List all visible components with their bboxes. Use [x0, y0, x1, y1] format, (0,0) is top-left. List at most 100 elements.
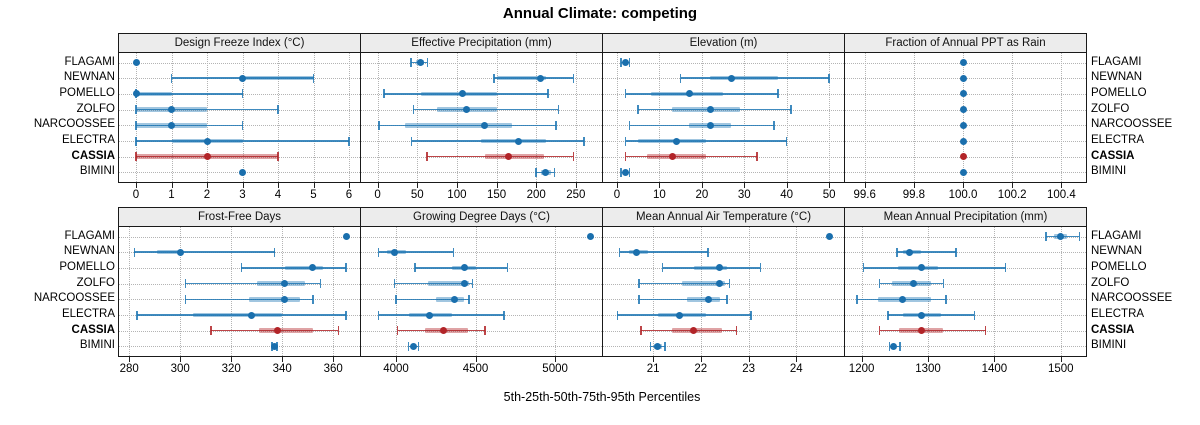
median-dot	[668, 153, 676, 161]
axis-tick-label: 150	[487, 189, 507, 201]
median-dot	[176, 248, 184, 256]
gridline-vertical	[748, 227, 750, 356]
panel-plot	[360, 226, 603, 357]
percentile-5-95-line	[378, 314, 505, 316]
median-dot	[390, 248, 398, 256]
gridline-horizontal	[361, 299, 602, 301]
median-dot	[917, 311, 925, 319]
median-dot	[959, 90, 967, 98]
gridline-horizontal	[119, 346, 360, 348]
axis-tick	[928, 357, 929, 362]
panel-strip: Mean Annual Air Temperature (°C)	[602, 207, 845, 227]
whisker-cap	[973, 310, 976, 320]
whisker-cap	[273, 247, 276, 257]
whisker-cap	[572, 73, 575, 83]
axis-tick-label: 0	[613, 189, 621, 201]
median-dot	[959, 74, 967, 82]
row-label-right: BIMINI	[1091, 339, 1127, 352]
panel-strip: Effective Precipitation (mm)	[360, 33, 603, 53]
whisker-cap	[210, 326, 212, 336]
percentile-5-95-line	[136, 124, 243, 127]
whisker-cap	[620, 58, 622, 67]
gridline-horizontal	[845, 283, 1086, 285]
row-label-left: POMELLO	[59, 86, 115, 99]
median-dot	[704, 295, 712, 303]
gridline-vertical	[963, 53, 964, 182]
gridline-vertical	[171, 53, 173, 182]
axis-tick	[701, 183, 703, 188]
median-dot	[203, 137, 211, 145]
percentile-5-95-line	[662, 267, 761, 269]
row-label-right: NEWNAN	[1091, 245, 1143, 258]
median-dot	[505, 153, 512, 161]
axis-tick-label: 40	[780, 189, 794, 201]
whisker-cap	[899, 341, 901, 351]
whisker-cap	[661, 263, 664, 273]
panel-strip: Design Freeze Index (°C)	[118, 33, 361, 53]
whisker-cap	[383, 89, 385, 99]
whisker-cap	[135, 120, 137, 130]
median-dot	[168, 121, 175, 129]
median-dot	[959, 121, 967, 129]
whisker-cap	[628, 167, 631, 177]
axis-tick-label: 1300	[915, 363, 941, 375]
whisker-cap	[417, 341, 420, 351]
row-label-left: NARCOOSSEE	[33, 118, 115, 131]
percentile-5-95-line	[136, 108, 278, 111]
percentile-5-95-line	[136, 140, 349, 142]
whisker-cap	[649, 341, 652, 351]
gridline-vertical	[913, 53, 915, 182]
axis-tick	[1060, 357, 1062, 362]
axis-tick	[700, 357, 702, 362]
panel-strip-label: Mean Annual Air Temperature (°C)	[635, 211, 812, 223]
whisker-cap	[410, 58, 412, 67]
axis-tick-label: 50	[410, 189, 424, 201]
axis-tick-label: 100.0	[948, 189, 978, 201]
chart-title: Annual Climate: competing	[502, 5, 698, 22]
gridline-vertical	[282, 227, 284, 356]
median-dot	[917, 327, 925, 335]
median-dot	[672, 137, 680, 145]
median-dot	[481, 121, 489, 129]
percentile-5-95-line	[411, 140, 584, 142]
whisker-cap	[638, 279, 640, 289]
whisker-cap	[583, 136, 585, 146]
row-label-left: ELECTRA	[61, 308, 115, 320]
percentile-5-95-line	[680, 77, 830, 79]
axis-tick	[994, 357, 996, 362]
axis-tick	[913, 183, 915, 188]
axis-tick-label: 250	[566, 189, 586, 201]
whisker-cap	[277, 105, 279, 115]
median-dot	[239, 168, 246, 176]
percentile-5-95-line	[619, 251, 708, 253]
axis-tick	[207, 183, 208, 188]
gridline-vertical	[575, 53, 577, 182]
whisker-cap	[624, 136, 627, 146]
row-label-right: CASSIA	[1091, 323, 1135, 336]
percentile-5-95-line	[185, 298, 313, 301]
percentile-5-95-line	[863, 267, 1006, 269]
whisker-cap	[896, 247, 898, 257]
percentile-5-95-line	[396, 298, 470, 301]
panel-strip-label: Elevation (m)	[689, 37, 758, 49]
median-dot	[460, 264, 468, 272]
axis-tick-label: 320	[221, 363, 241, 375]
panel-strip: Mean Annual Precipitation (mm)	[844, 207, 1087, 227]
whisker-cap	[337, 326, 340, 336]
panel-strip-label: Design Freeze Index (°C)	[174, 37, 305, 49]
median-dot	[309, 264, 317, 272]
axis-tick-label: 99.6	[853, 189, 876, 201]
whisker-cap	[468, 294, 470, 304]
whisker-cap	[348, 136, 350, 146]
panel-strip: Frost-Free Days	[118, 207, 361, 227]
row-label-right: FLAGAMI	[1091, 55, 1142, 68]
gridline-vertical	[786, 53, 788, 182]
axis-tick-label: 1200	[848, 363, 875, 375]
whisker-cap	[1045, 232, 1047, 241]
whisker-cap	[735, 326, 738, 336]
row-label-left: NEWNAN	[63, 71, 115, 84]
panel-strip-label: Fraction of Annual PPT as Rain	[885, 37, 1046, 49]
whisker-cap	[471, 279, 474, 289]
whisker-cap	[664, 341, 666, 351]
panel-strip: Elevation (m)	[602, 33, 845, 53]
